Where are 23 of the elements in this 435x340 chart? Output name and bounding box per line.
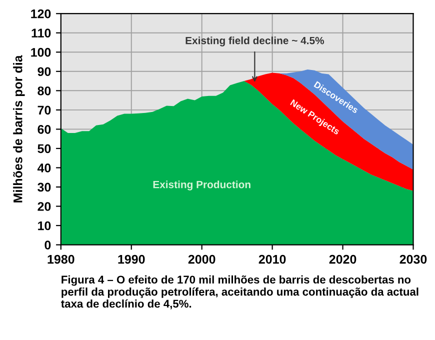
y-tick-label: 80 xyxy=(38,86,51,96)
x-tick-label: 1990 xyxy=(118,254,145,264)
x-tick-label: 2020 xyxy=(329,254,356,264)
y-tick-label: 0 xyxy=(44,240,51,250)
x-tick-label: 2000 xyxy=(188,254,216,264)
y-axis-title: Milhões de barris por dia xyxy=(13,55,25,202)
y-tick-label: 70 xyxy=(38,106,51,115)
y-tick-label: 30 xyxy=(38,182,51,192)
y-tick-label: 40 xyxy=(37,164,51,172)
y-tick-label: 50 xyxy=(38,144,51,154)
x-tick-label: 1980 xyxy=(48,254,74,264)
text: Figura 4 – O efeito de 170 mil milhões de barris de descobertas no perfil da produção petrolífera, aceitando uma continuação da actual taxa de declínio de 4,5%. xyxy=(61,275,418,310)
x-tick-label: 2030 xyxy=(400,254,427,264)
annotation: Existing field decline ~ 4.5% xyxy=(186,36,324,46)
y-tick-label: 90 xyxy=(38,67,51,76)
y-tick-label: 110 xyxy=(32,28,51,38)
y-tick-label: 120 xyxy=(31,9,51,18)
y-tick-label: 100 xyxy=(31,48,51,57)
y-tick-label: 60 xyxy=(38,125,51,134)
x-tick-label: 2010 xyxy=(258,254,286,264)
series-label: Existing Production xyxy=(153,180,250,190)
y-tick-label: 20 xyxy=(38,202,51,211)
y-tick-label: 10 xyxy=(38,221,51,230)
